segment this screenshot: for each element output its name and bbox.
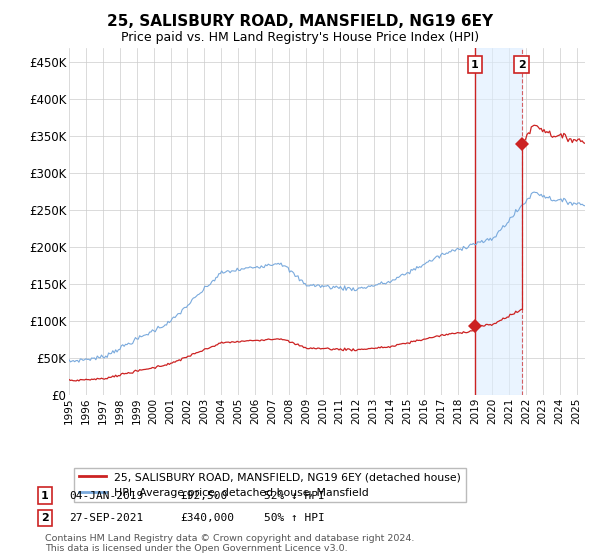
Text: 04-JAN-2019: 04-JAN-2019	[69, 491, 143, 501]
Text: 50% ↑ HPI: 50% ↑ HPI	[264, 513, 325, 523]
Legend: 25, SALISBURY ROAD, MANSFIELD, NG19 6EY (detached house), HPI: Average price, de: 25, SALISBURY ROAD, MANSFIELD, NG19 6EY …	[74, 468, 466, 502]
Text: 1: 1	[471, 60, 479, 70]
Text: 25, SALISBURY ROAD, MANSFIELD, NG19 6EY: 25, SALISBURY ROAD, MANSFIELD, NG19 6EY	[107, 14, 493, 29]
Text: 2: 2	[41, 513, 49, 523]
Text: £92,500: £92,500	[180, 491, 227, 501]
Text: £340,000: £340,000	[180, 513, 234, 523]
Text: 52% ↓ HPI: 52% ↓ HPI	[264, 491, 325, 501]
Text: 27-SEP-2021: 27-SEP-2021	[69, 513, 143, 523]
Text: Contains HM Land Registry data © Crown copyright and database right 2024.
This d: Contains HM Land Registry data © Crown c…	[45, 534, 415, 553]
Text: Price paid vs. HM Land Registry's House Price Index (HPI): Price paid vs. HM Land Registry's House …	[121, 31, 479, 44]
Text: 1: 1	[41, 491, 49, 501]
Bar	[475, 48, 521, 395]
Text: 2: 2	[518, 60, 526, 70]
